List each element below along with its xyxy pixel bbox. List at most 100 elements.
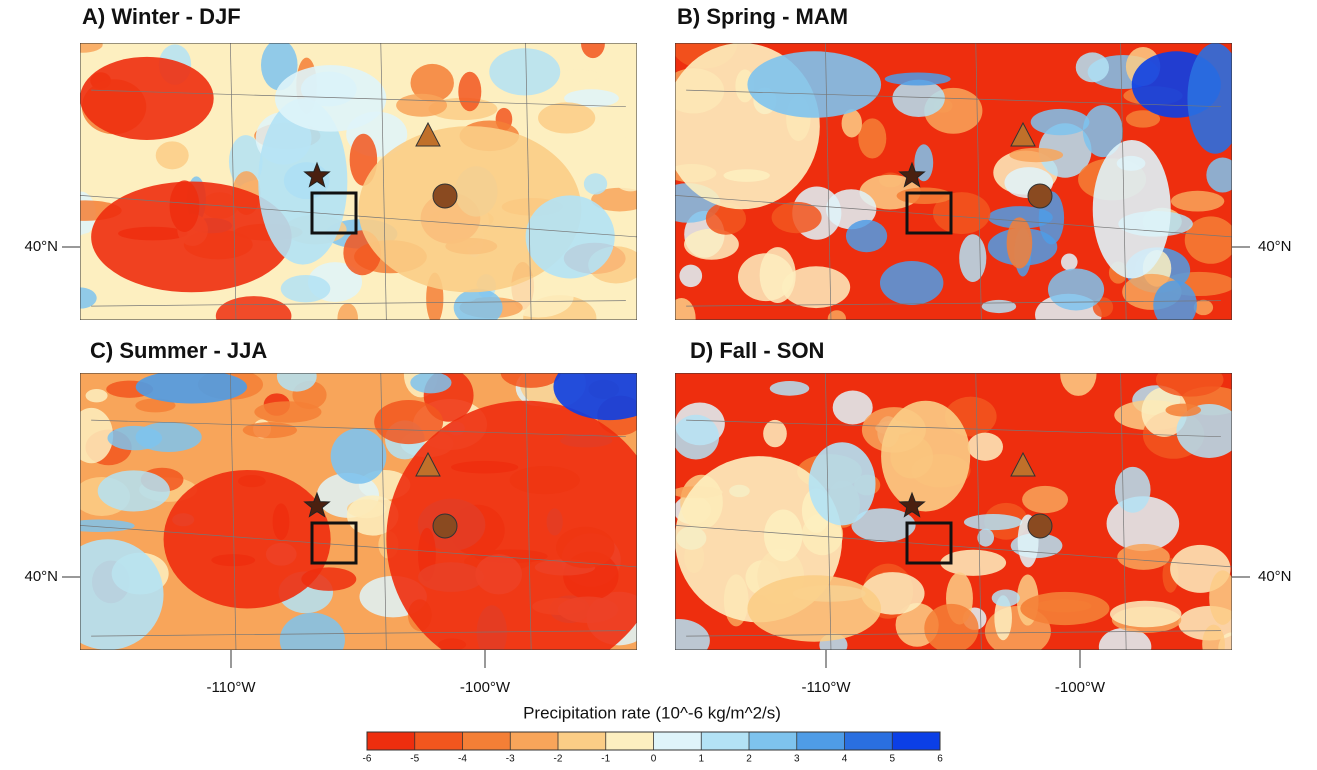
field-blob <box>1125 110 1161 128</box>
color-bin <box>605 732 654 750</box>
field-blob <box>825 189 877 230</box>
border <box>80 195 637 238</box>
map <box>80 43 637 320</box>
field-blob <box>458 71 482 112</box>
field-zone <box>80 56 214 140</box>
field-blob <box>771 201 822 234</box>
triangle-marker <box>415 451 441 477</box>
colorbar-tick-label: 5 <box>889 754 895 765</box>
color-bin <box>701 732 749 750</box>
triangle-marker <box>415 121 441 147</box>
lat-label: 40°N <box>24 238 58 255</box>
color-bin <box>892 732 940 750</box>
border <box>686 89 1221 108</box>
field-blob <box>940 549 1007 576</box>
border <box>1120 373 1127 650</box>
border <box>686 630 1221 637</box>
colorbar-tick-label: 2 <box>746 754 752 765</box>
field-blob <box>337 303 358 320</box>
circle-marker <box>1027 183 1053 209</box>
field-blob <box>155 141 189 170</box>
field-blob <box>1022 485 1069 514</box>
triangle-marker <box>1010 121 1036 147</box>
field-blob <box>991 589 1020 607</box>
lat-label: 40°N <box>1258 238 1292 255</box>
field-blob <box>832 390 873 425</box>
field-zone <box>91 181 292 293</box>
field-blob <box>374 400 444 445</box>
field-blob <box>1030 108 1090 136</box>
field-blob <box>1176 404 1232 458</box>
field-blob <box>583 173 608 195</box>
border <box>675 525 1232 568</box>
field-blob <box>858 118 887 159</box>
border <box>230 43 237 320</box>
circle-marker <box>432 513 458 539</box>
field-blob <box>489 48 561 96</box>
field-blob <box>242 422 298 439</box>
field-blob <box>1141 387 1188 437</box>
field-zone <box>1187 43 1232 154</box>
field-blob <box>215 296 292 320</box>
field-blob <box>1060 373 1097 396</box>
field-blob <box>410 63 454 103</box>
field-blob <box>963 513 1023 531</box>
field-blob <box>769 381 810 396</box>
triangle-marker <box>1010 451 1036 477</box>
border <box>91 89 626 108</box>
map <box>675 373 1232 650</box>
field-blob <box>981 299 1017 314</box>
field-blob <box>967 432 1003 461</box>
field-blob <box>410 373 452 394</box>
field-blob <box>705 202 747 235</box>
color-bin <box>653 732 702 750</box>
border <box>230 373 237 650</box>
colorbar-tick-label: -6 <box>363 754 372 765</box>
field-blob <box>684 228 739 260</box>
field-zone <box>330 428 387 484</box>
field-blob <box>1098 627 1152 650</box>
field-blob <box>1153 280 1197 320</box>
field-blob <box>1110 600 1182 628</box>
field-blob <box>675 298 696 320</box>
field-blob <box>1206 157 1232 193</box>
field-blob <box>1009 147 1064 163</box>
field-blob <box>80 519 135 533</box>
star-marker <box>898 161 926 188</box>
field-blob <box>1155 373 1224 397</box>
field-blob <box>1075 52 1110 83</box>
lon-label: -110°W <box>801 679 851 696</box>
field-zone <box>163 469 331 609</box>
colorbar-tick-label: -3 <box>506 754 515 765</box>
border <box>975 43 982 320</box>
lat-label: 40°N <box>1258 568 1292 585</box>
colorbar-tick-label: 4 <box>842 754 848 765</box>
circle-marker <box>432 183 458 209</box>
color-bin <box>844 732 893 750</box>
lon-label: -110°W <box>206 679 256 696</box>
field-blob <box>85 389 108 403</box>
field-blob <box>1117 543 1170 570</box>
lat-label: 40°N <box>24 568 58 585</box>
field-blob <box>135 421 202 453</box>
field-blob <box>924 603 979 650</box>
color-bin <box>462 732 511 750</box>
field-blob <box>453 288 503 320</box>
map <box>80 373 637 650</box>
color-bin <box>558 732 606 750</box>
field-blob <box>759 247 796 304</box>
field-blob <box>346 495 399 536</box>
colorbar-tick-label: -2 <box>554 754 563 765</box>
field-blob <box>555 69 601 82</box>
field-blob <box>538 102 596 134</box>
field-blob <box>80 287 97 309</box>
field-blob <box>254 401 322 423</box>
border <box>91 630 626 637</box>
field-blob <box>1082 105 1123 158</box>
star-marker <box>303 491 331 518</box>
colorbar-tick-label: 6 <box>937 754 943 765</box>
border <box>380 43 387 320</box>
field-blob <box>675 619 710 650</box>
colorbar-label: Precipitation rate (10^-6 kg/m^2/s) <box>523 703 781 722</box>
field-zone <box>747 51 882 118</box>
